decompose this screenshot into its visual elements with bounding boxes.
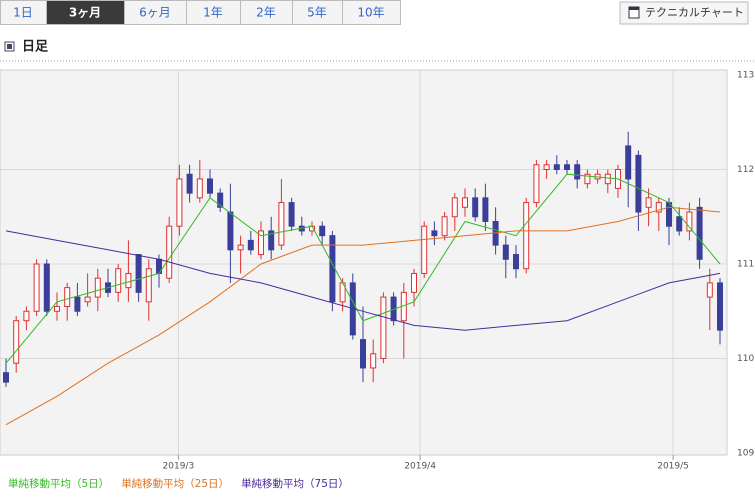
section-icon-inner — [7, 44, 12, 49]
moving-average — [5, 173, 721, 364]
candle-body — [553, 164, 560, 170]
candle-body — [115, 268, 122, 293]
candle-body — [380, 296, 387, 360]
moving-average — [5, 206, 721, 426]
candle-body — [74, 296, 81, 312]
candle-body — [360, 339, 366, 369]
candle-body — [717, 282, 723, 331]
button-label[interactable]: テクニカルチャート — [645, 6, 744, 19]
candle-body — [502, 244, 509, 260]
candle-body — [441, 216, 448, 237]
candle-body — [513, 254, 519, 270]
candle-body — [431, 230, 438, 237]
y-tick-label: 113 — [737, 71, 754, 81]
legend-label: 単純移動平均（75日） — [241, 477, 349, 490]
candle-body — [145, 268, 152, 303]
y-tick-label: 109 — [737, 449, 754, 459]
candle-body — [217, 192, 224, 208]
tab-label[interactable]: 1年 — [203, 6, 223, 20]
candle-body — [3, 372, 9, 383]
technical-button[interactable] — [619, 1, 749, 25]
candle-body — [462, 197, 468, 208]
candle-body — [166, 225, 173, 279]
legend-label: 単純移動平均（25日） — [121, 477, 229, 490]
y-tick-label: 110 — [737, 354, 754, 364]
candle-body — [686, 211, 693, 232]
tab-label[interactable]: 1日 — [13, 6, 33, 20]
candle-body — [696, 206, 703, 260]
y-tick-label: 112 — [737, 165, 754, 175]
candle-body — [33, 263, 40, 312]
candle-body — [574, 164, 581, 180]
candle-body — [135, 254, 142, 293]
x-tick-label: 2019/4 — [404, 462, 436, 472]
tab-label[interactable]: 6ヶ月 — [139, 6, 171, 20]
candle-body — [676, 216, 683, 232]
candle-body — [125, 272, 132, 289]
candle-body — [84, 296, 91, 303]
candle-body — [186, 173, 193, 194]
candle-body — [421, 225, 428, 274]
candle-body — [451, 197, 458, 218]
candle-body — [13, 320, 20, 364]
candle-body — [196, 178, 203, 199]
section-title: 日足 — [22, 40, 49, 55]
candle-body — [268, 230, 275, 251]
tab[interactable] — [240, 0, 293, 25]
candle-body — [666, 202, 672, 227]
candle-body — [176, 178, 183, 227]
button-icon-bar — [629, 7, 639, 10]
moving-average — [5, 230, 721, 331]
tab[interactable] — [342, 0, 401, 25]
tab-label[interactable]: 10年 — [357, 6, 384, 20]
candle-body — [288, 202, 295, 227]
candle-body — [604, 173, 611, 185]
candle-body — [635, 154, 642, 213]
candle-body — [655, 202, 662, 213]
candle-body — [625, 145, 632, 180]
candle-body — [54, 306, 60, 312]
candle-body — [207, 178, 213, 194]
candle-body — [237, 244, 244, 251]
candle-body — [472, 197, 479, 218]
candle-body — [258, 230, 264, 256]
candle-body — [94, 277, 101, 298]
candle-body — [523, 202, 530, 270]
tab[interactable] — [124, 0, 187, 25]
candle-body — [564, 164, 570, 170]
candle-body — [370, 353, 377, 369]
x-tick-label: 2019/3 — [163, 462, 195, 472]
candle-body — [23, 310, 30, 322]
tab-label[interactable]: 2年 — [256, 6, 276, 20]
candle-body — [482, 197, 489, 222]
candle-body — [319, 225, 326, 237]
tab-label[interactable]: 5年 — [307, 6, 327, 20]
candle-body — [533, 164, 540, 204]
x-tick-label: 2019/5 — [657, 462, 689, 472]
plot-area — [0, 69, 728, 456]
legend-label: 単純移動平均（5日） — [8, 477, 109, 490]
candle-body — [247, 239, 254, 251]
candle-body — [584, 173, 591, 185]
candle-body — [411, 272, 417, 293]
candle-body — [706, 282, 713, 298]
candle-body — [645, 197, 652, 208]
y-tick-label: 111 — [737, 260, 754, 270]
candle-body — [543, 164, 550, 170]
candle-body — [43, 263, 50, 312]
tab[interactable] — [46, 0, 125, 25]
candle-body — [64, 287, 71, 308]
candle-body — [278, 202, 285, 246]
tab[interactable] — [292, 0, 343, 25]
tab-label[interactable]: 3ヶ月 — [69, 6, 101, 20]
candle-body — [227, 211, 234, 251]
